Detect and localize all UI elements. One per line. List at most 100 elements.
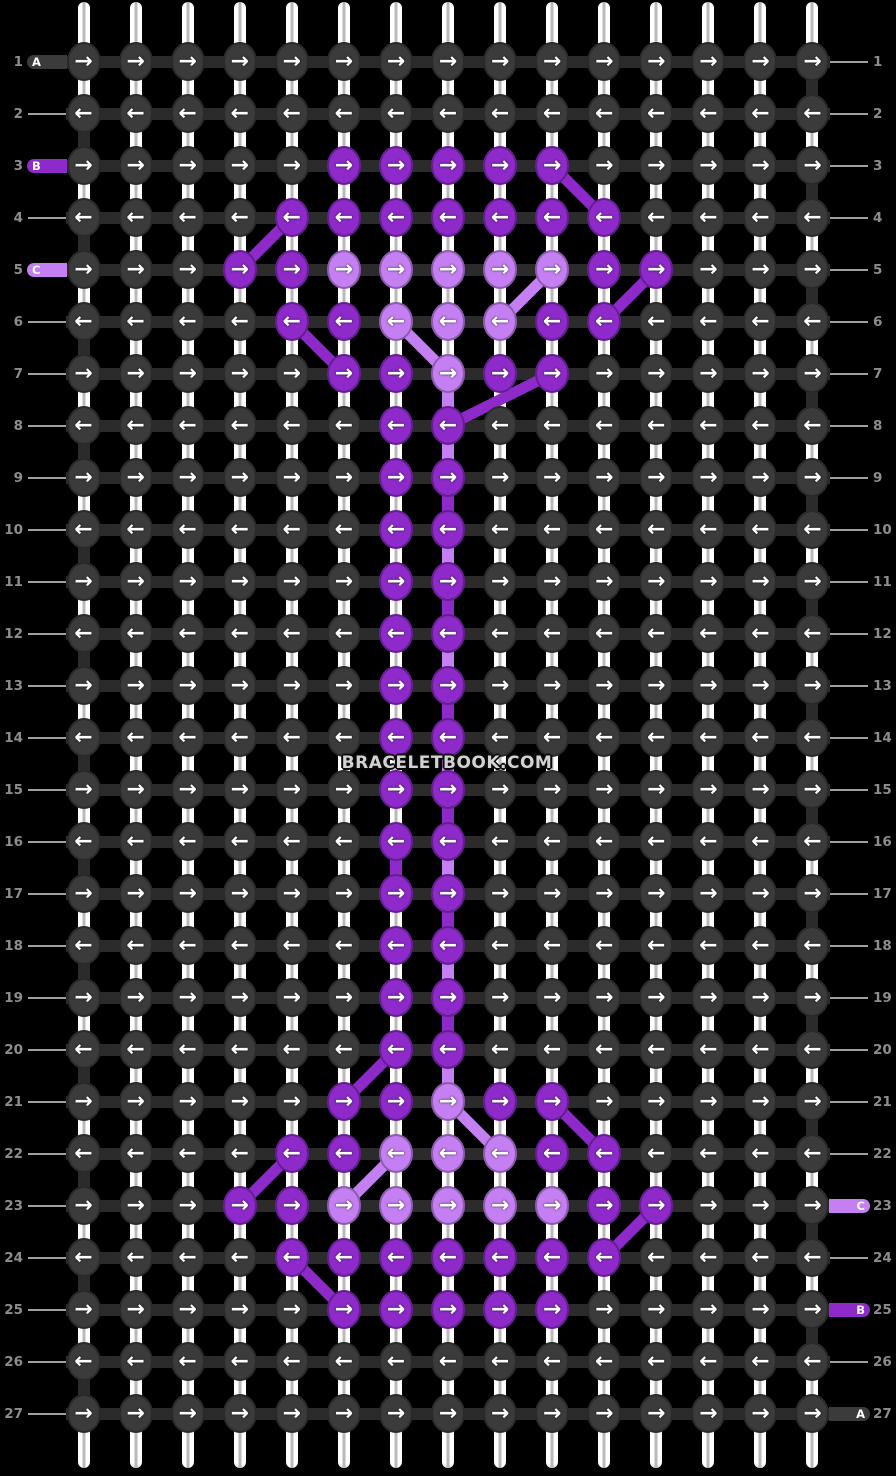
knot-r2c5[interactable]: ← xyxy=(274,94,309,134)
knot-r15c8[interactable]: → xyxy=(430,770,465,810)
knot-r20c1[interactable]: ← xyxy=(66,1030,101,1070)
knot-r14c5[interactable]: ← xyxy=(274,718,309,758)
knot-r17c5[interactable]: → xyxy=(274,874,309,914)
knot-r9c10[interactable]: → xyxy=(535,458,570,498)
knot-r1c7[interactable]: → xyxy=(378,42,413,82)
knot-r27c10[interactable]: → xyxy=(535,1394,570,1434)
knot-r4c6[interactable]: ← xyxy=(326,198,361,238)
knot-r17c1[interactable]: → xyxy=(66,874,101,914)
knot-r13c1[interactable]: → xyxy=(66,666,101,706)
knot-r13c8[interactable]: → xyxy=(430,666,465,706)
knot-r11c1[interactable]: → xyxy=(66,562,101,602)
knot-r20c8[interactable]: ← xyxy=(430,1030,465,1070)
knot-r25c15[interactable]: → xyxy=(795,1290,830,1330)
knot-r5c6[interactable]: → xyxy=(326,250,361,290)
knot-r3c9[interactable]: → xyxy=(483,146,518,186)
knot-r25c14[interactable]: → xyxy=(743,1290,778,1330)
knot-r4c15[interactable]: ← xyxy=(795,198,830,238)
knot-r12c3[interactable]: ← xyxy=(170,614,205,654)
knot-r26c7[interactable]: ← xyxy=(378,1342,413,1382)
knot-r5c4[interactable]: → xyxy=(222,250,257,290)
knot-r1c12[interactable]: → xyxy=(639,42,674,82)
knot-r6c3[interactable]: ← xyxy=(170,302,205,342)
knot-r22c9[interactable]: ← xyxy=(483,1134,518,1174)
knot-r18c15[interactable]: ← xyxy=(795,926,830,966)
knot-r12c8[interactable]: ← xyxy=(430,614,465,654)
knot-r7c12[interactable]: → xyxy=(639,354,674,394)
knot-r19c4[interactable]: → xyxy=(222,978,257,1018)
knot-r8c15[interactable]: ← xyxy=(795,406,830,446)
knot-r11c2[interactable]: → xyxy=(118,562,153,602)
knot-r16c7[interactable]: ← xyxy=(378,822,413,862)
knot-r7c10[interactable]: → xyxy=(535,354,570,394)
knot-r8c6[interactable]: ← xyxy=(326,406,361,446)
knot-r2c10[interactable]: ← xyxy=(535,94,570,134)
knot-r5c14[interactable]: → xyxy=(743,250,778,290)
knot-r25c13[interactable]: → xyxy=(691,1290,726,1330)
knot-r2c7[interactable]: ← xyxy=(378,94,413,134)
knot-r15c4[interactable]: → xyxy=(222,770,257,810)
knot-r10c10[interactable]: ← xyxy=(535,510,570,550)
knot-r21c2[interactable]: → xyxy=(118,1082,153,1122)
knot-r1c10[interactable]: → xyxy=(535,42,570,82)
knot-r25c9[interactable]: → xyxy=(483,1290,518,1330)
knot-r27c8[interactable]: → xyxy=(430,1394,465,1434)
knot-r26c13[interactable]: ← xyxy=(691,1342,726,1382)
knot-r22c14[interactable]: ← xyxy=(743,1134,778,1174)
knot-r14c8[interactable]: ← xyxy=(430,718,465,758)
knot-r2c2[interactable]: ← xyxy=(118,94,153,134)
knot-r4c5[interactable]: ← xyxy=(274,198,309,238)
knot-r9c2[interactable]: → xyxy=(118,458,153,498)
knot-r14c15[interactable]: ← xyxy=(795,718,830,758)
knot-r12c10[interactable]: ← xyxy=(535,614,570,654)
knot-r8c14[interactable]: ← xyxy=(743,406,778,446)
knot-r8c12[interactable]: ← xyxy=(639,406,674,446)
knot-r10c13[interactable]: ← xyxy=(691,510,726,550)
knot-r20c10[interactable]: ← xyxy=(535,1030,570,1070)
knot-r3c15[interactable]: → xyxy=(795,146,830,186)
knot-r22c4[interactable]: ← xyxy=(222,1134,257,1174)
knot-r13c12[interactable]: → xyxy=(639,666,674,706)
knot-r5c12[interactable]: → xyxy=(639,250,674,290)
knot-r5c2[interactable]: → xyxy=(118,250,153,290)
knot-r15c2[interactable]: → xyxy=(118,770,153,810)
knot-r18c12[interactable]: ← xyxy=(639,926,674,966)
knot-r27c3[interactable]: → xyxy=(170,1394,205,1434)
knot-r8c8[interactable]: ← xyxy=(430,406,465,446)
knot-r8c11[interactable]: ← xyxy=(587,406,622,446)
knot-r26c14[interactable]: ← xyxy=(743,1342,778,1382)
knot-r26c5[interactable]: ← xyxy=(274,1342,309,1382)
knot-r7c6[interactable]: → xyxy=(326,354,361,394)
knot-r25c12[interactable]: → xyxy=(639,1290,674,1330)
knot-r7c3[interactable]: → xyxy=(170,354,205,394)
knot-r22c5[interactable]: ← xyxy=(274,1134,309,1174)
knot-r22c7[interactable]: ← xyxy=(378,1134,413,1174)
knot-r3c14[interactable]: → xyxy=(743,146,778,186)
knot-r24c12[interactable]: ← xyxy=(639,1238,674,1278)
knot-r20c6[interactable]: ← xyxy=(326,1030,361,1070)
knot-r15c10[interactable]: → xyxy=(535,770,570,810)
knot-r27c6[interactable]: → xyxy=(326,1394,361,1434)
knot-r27c11[interactable]: → xyxy=(587,1394,622,1434)
knot-r6c7[interactable]: ← xyxy=(378,302,413,342)
knot-r24c14[interactable]: ← xyxy=(743,1238,778,1278)
knot-r1c9[interactable]: → xyxy=(483,42,518,82)
knot-r13c10[interactable]: → xyxy=(535,666,570,706)
knot-r13c11[interactable]: → xyxy=(587,666,622,706)
knot-r24c11[interactable]: ← xyxy=(587,1238,622,1278)
knot-r9c9[interactable]: → xyxy=(483,458,518,498)
knot-r14c9[interactable]: ← xyxy=(483,718,518,758)
knot-r9c1[interactable]: → xyxy=(66,458,101,498)
knot-r18c11[interactable]: ← xyxy=(587,926,622,966)
knot-r4c3[interactable]: ← xyxy=(170,198,205,238)
knot-r3c13[interactable]: → xyxy=(691,146,726,186)
knot-r27c14[interactable]: → xyxy=(743,1394,778,1434)
knot-r13c3[interactable]: → xyxy=(170,666,205,706)
knot-r21c1[interactable]: → xyxy=(66,1082,101,1122)
knot-r17c15[interactable]: → xyxy=(795,874,830,914)
knot-r26c9[interactable]: ← xyxy=(483,1342,518,1382)
knot-r22c10[interactable]: ← xyxy=(535,1134,570,1174)
knot-r23c10[interactable]: → xyxy=(535,1186,570,1226)
knot-r23c2[interactable]: → xyxy=(118,1186,153,1226)
knot-r1c3[interactable]: → xyxy=(170,42,205,82)
